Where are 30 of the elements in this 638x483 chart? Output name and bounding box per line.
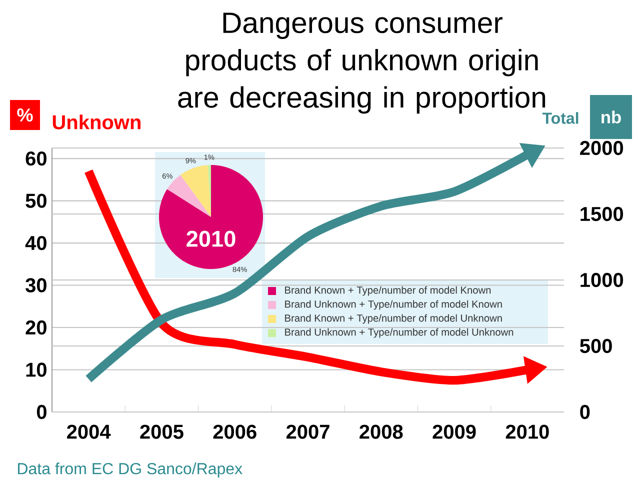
x-tick-label: 2010 (506, 424, 549, 439)
y2-tick-label: 1500 (580, 206, 624, 222)
y-axis-title: % (17, 108, 33, 122)
text: Data from EC DG Sanco/Rapex (18, 462, 242, 478)
x-tick-label: 2005 (140, 424, 184, 439)
y2-tick-label: 1000 (580, 272, 624, 288)
series-label: Total (542, 112, 578, 124)
x-tick-label: 2006 (213, 424, 256, 439)
y-tick-label: 0 (36, 404, 46, 420)
chart-title: Dangerous consumer products of unknown origin are decreasing in proportion (178, 12, 546, 114)
y-tick-label: 30 (26, 278, 46, 292)
legend-label: Brand Unknown + Type/number of model Unknown (285, 328, 514, 338)
y-tick-label: 40 (25, 236, 46, 250)
x-tick-label: 2008 (360, 424, 403, 439)
legend-label: Brand Known + Type/number of model Unknown (285, 314, 502, 324)
y2-tick-label: 500 (580, 338, 612, 354)
y2-tick-label: 0 (580, 404, 590, 420)
legend-label: Brand Known + Type/number of model Known (285, 286, 491, 296)
y-tick-label: 60 (26, 151, 46, 166)
x-tick-label: 2007 (286, 424, 330, 439)
x-tick-label: 2004 (67, 424, 111, 439)
y-tick-label: 10 (26, 362, 46, 377)
y-tick-label: 20 (26, 320, 46, 335)
y2-tick-label: 2000 (580, 140, 624, 156)
y2-axis-title: nb (602, 110, 621, 124)
x-tick-label: 2009 (432, 424, 476, 439)
legend-label: Unknown (52, 114, 140, 130)
text: 2010 (186, 230, 236, 247)
y-tick-label: 50 (26, 194, 46, 208)
legend-label: Brand Unknown + Type/number of model Known (285, 300, 502, 310)
